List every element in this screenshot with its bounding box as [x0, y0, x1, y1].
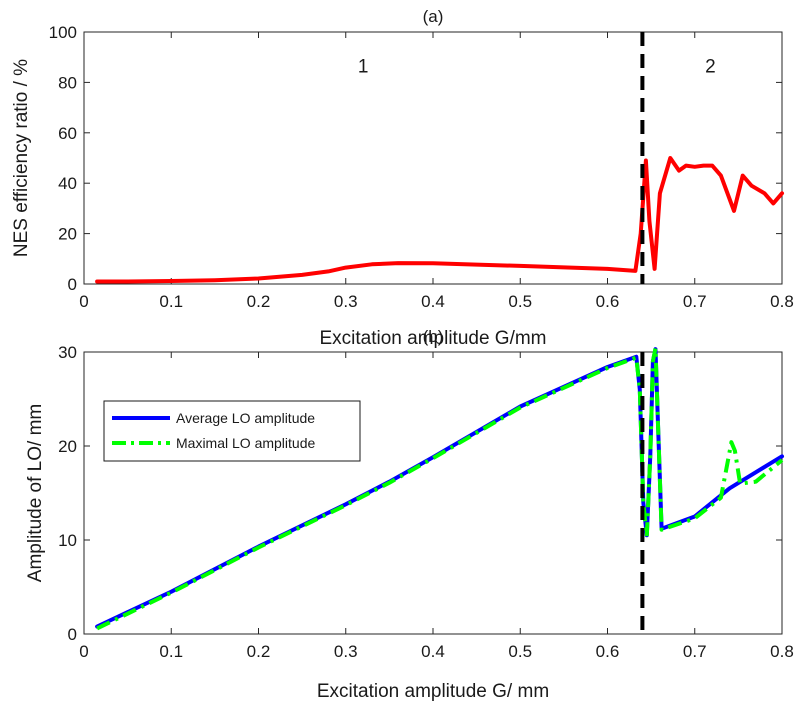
- chart-a-plot-area: [83, 31, 783, 285]
- chart-b-title: (b): [423, 327, 444, 346]
- chart-b-x-tick-label: 0.1: [159, 642, 183, 661]
- chart-b-x-tick-label: 0.5: [508, 642, 532, 661]
- chart-a: (a) Excitation amplitude G/mm NES efficien…: [11, 7, 794, 349]
- chart-a-y-tick-label: 80: [58, 73, 77, 92]
- chart-a-y-tick-label: 40: [58, 174, 77, 193]
- region-2-label: 2: [705, 56, 716, 77]
- chart-b-y-tick-label: 0: [68, 625, 77, 644]
- chart-b-series-2-line: [96, 346, 784, 631]
- chart-a-title: (a): [423, 7, 444, 26]
- chart-b-x-tick-label: 0.8: [770, 642, 794, 661]
- chart-a-y-tick-label: 20: [58, 225, 77, 244]
- chart-b-legend: Average LO amplitude Maximal LO amplitud…: [103, 400, 361, 462]
- chart-a-x-tick-label: 0: [79, 292, 88, 311]
- legend-label-average: Average LO amplitude: [176, 410, 315, 426]
- region-1-label: 1: [358, 56, 369, 77]
- chart-a-x-tick-label: 0.2: [247, 292, 271, 311]
- chart-b-x-tick-label: 0: [79, 642, 88, 661]
- chart-b-x-tick-label: 0.4: [421, 642, 445, 661]
- chart-a-x-axis-label: Excitation amplitude G/mm: [319, 328, 546, 349]
- chart-b-y-tick-label: 20: [58, 437, 77, 456]
- chart-a-x-tick-label: 0.7: [683, 292, 707, 311]
- chart-b-y-tick-label: 30: [58, 343, 77, 362]
- chart-b-x-tick-label: 0.3: [334, 642, 358, 661]
- chart-b-x-tick-label: 0.7: [683, 642, 707, 661]
- legend-box: [103, 400, 361, 462]
- chart-b-x-tick-label: 0.2: [247, 642, 271, 661]
- chart-a-x-tick-label: 0.5: [508, 292, 532, 311]
- chart-b-x-axis-label: Excitation amplitude G/ mm: [317, 681, 549, 702]
- chart-b-x-tick-label: 0.6: [596, 642, 620, 661]
- chart-a-x-tick-label: 0.6: [596, 292, 620, 311]
- chart-a-x-tick-label: 0.4: [421, 292, 445, 311]
- chart-b-y-tick-label: 10: [58, 531, 77, 550]
- chart-a-y-axis-label: NES efficiency ratio / %: [11, 59, 32, 257]
- legend-label-maximal: Maximal LO amplitude: [176, 435, 315, 451]
- chart-a-x-tick-label: 0.8: [770, 292, 794, 311]
- chart-a-x-tick-label: 0.3: [334, 292, 358, 311]
- chart-a-y-tick-label: 100: [49, 23, 77, 42]
- chart-b-plot-area: [83, 351, 783, 635]
- chart-a-y-tick-label: 0: [68, 275, 77, 294]
- chart-a-y-tick-label: 60: [58, 124, 77, 143]
- chart-b-y-axis-label: Amplitude of LO/ mm: [25, 404, 46, 582]
- chart-b: Average LO amplitude Maximal LO amplitud…: [25, 327, 794, 702]
- chart-a-x-tick-label: 0.1: [159, 292, 183, 311]
